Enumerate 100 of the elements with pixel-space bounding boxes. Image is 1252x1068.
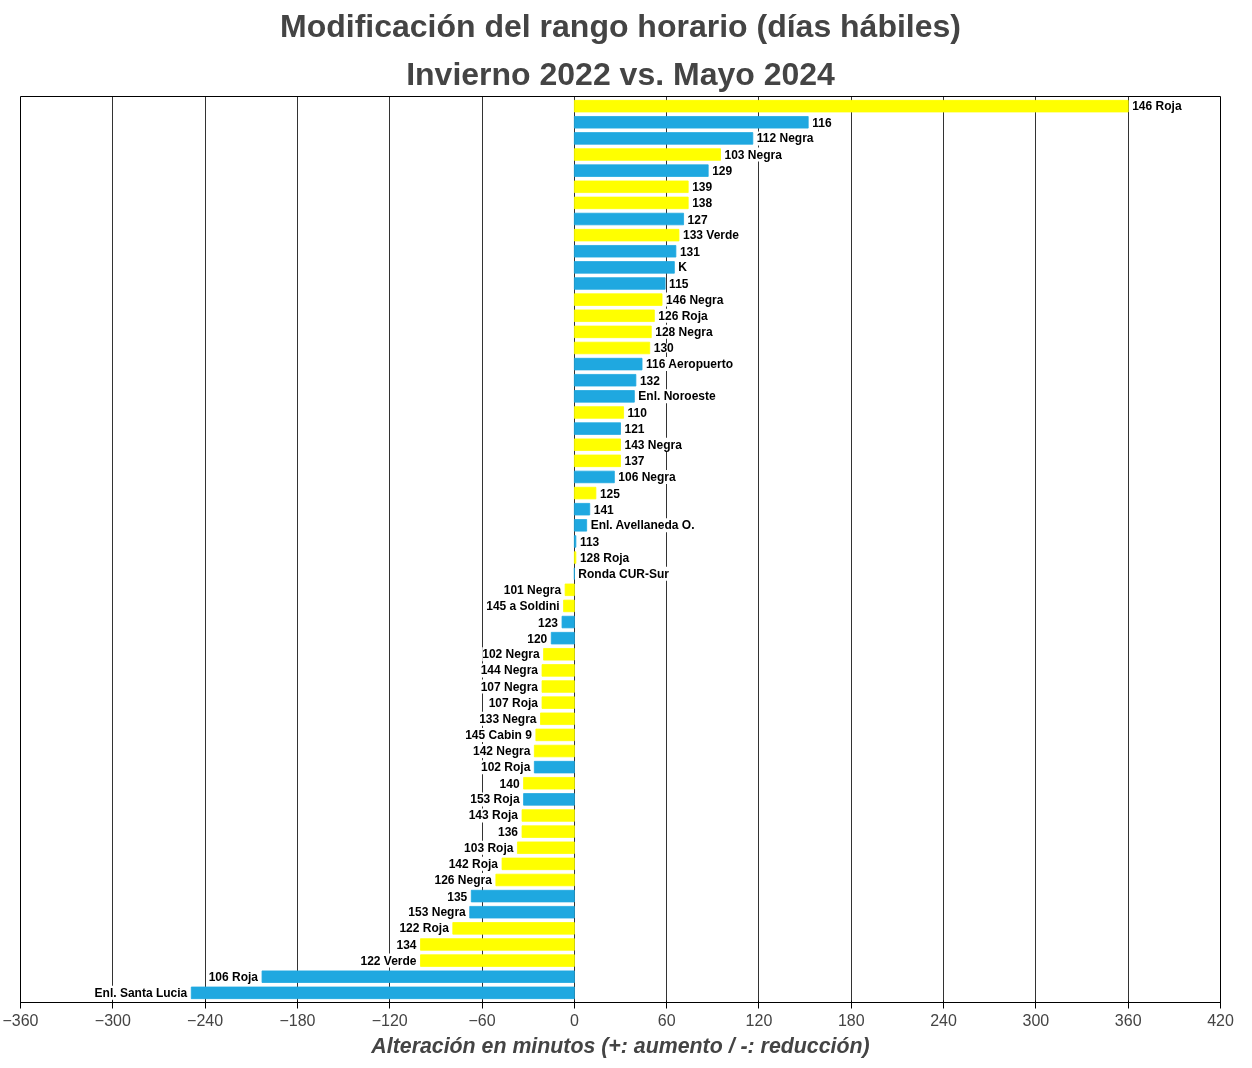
y-tick-label: 106 Negra xyxy=(618,469,677,484)
bar xyxy=(573,309,655,322)
bar xyxy=(540,712,575,725)
y-tick-label: 130 xyxy=(653,341,675,356)
bar xyxy=(495,873,575,887)
y-tick-label: 153 Negra xyxy=(408,905,467,920)
bar xyxy=(541,680,575,693)
y-tick-label: 128 Roja xyxy=(579,550,630,565)
bar xyxy=(261,970,575,983)
bar xyxy=(521,825,575,838)
x-tick-label: 420 xyxy=(1207,1011,1234,1029)
bar xyxy=(573,164,709,177)
y-tick-label: 133 Verde xyxy=(682,228,740,243)
y-tick-label: 116 Aeropuerto xyxy=(646,357,733,372)
bar xyxy=(541,664,575,677)
y-tick-label: 139 xyxy=(692,180,713,195)
y-tick-label: 123 xyxy=(538,615,559,630)
bar xyxy=(521,809,575,822)
x-tick-label: −300 xyxy=(94,1011,131,1029)
y-tick-label: 110 xyxy=(627,405,648,420)
y-tick-label: 106 Roja xyxy=(208,969,259,984)
y-tick-label: 133 Negra xyxy=(479,711,537,726)
bar xyxy=(573,502,591,516)
bar xyxy=(543,648,575,661)
y-tick-label: 132 xyxy=(639,373,661,388)
y-tick-label: 128 Negra xyxy=(655,324,713,339)
y-tick-label: 143 Negra xyxy=(624,437,683,452)
y-tick-label: 144 Negra xyxy=(480,663,539,678)
y-tick-label: 146 Roja xyxy=(1132,99,1182,114)
bar xyxy=(533,744,575,758)
bar xyxy=(501,857,575,871)
bar xyxy=(533,760,575,774)
bar xyxy=(563,599,575,613)
bar xyxy=(523,777,575,790)
y-tick-label: 134 xyxy=(396,937,417,952)
bar xyxy=(517,841,575,854)
x-tick-label: 120 xyxy=(745,1011,773,1029)
y-tick-label: 141 xyxy=(593,502,615,517)
y-tick-label: 102 Negra xyxy=(482,647,540,662)
y-tick-label: 107 Negra xyxy=(480,679,539,694)
y-tick-label: 107 Roja xyxy=(488,695,539,710)
bar xyxy=(573,325,652,339)
x-tick-label: −360 xyxy=(2,1011,39,1029)
y-tick-label: 103 Negra xyxy=(724,147,783,162)
y-tick-label: 142 Negra xyxy=(472,744,531,759)
bar xyxy=(550,631,575,645)
y-tick-label: 125 xyxy=(599,486,621,501)
x-tick-label: 60 xyxy=(657,1011,676,1029)
y-tick-label: 145 a Soldini xyxy=(486,598,560,613)
bar xyxy=(573,180,689,193)
bar xyxy=(452,922,575,935)
y-tick-label: 112 Negra xyxy=(756,131,814,146)
chart-subtitle: Invierno 2022 vs. Mayo 2024 xyxy=(406,55,836,92)
bar xyxy=(420,938,575,951)
y-tick-label: 121 xyxy=(624,422,645,437)
x-tick-label: −120 xyxy=(371,1011,408,1029)
y-tick-label: 127 xyxy=(687,212,708,227)
y-tick-label: 120 xyxy=(527,631,548,646)
bar xyxy=(190,986,575,1000)
bar xyxy=(573,374,637,387)
bar xyxy=(573,116,809,129)
bar xyxy=(469,906,575,919)
y-tick-label: 131 xyxy=(679,244,701,259)
bar xyxy=(573,357,643,371)
bar xyxy=(573,438,621,451)
x-axis-title: Alteración en minutos (+: aumento / -: reducción) xyxy=(370,1033,870,1058)
x-tick-label: 0 xyxy=(569,1011,579,1029)
y-tick-label: 140 xyxy=(499,776,520,791)
bar xyxy=(573,212,684,226)
bar xyxy=(573,277,666,290)
y-tick-label: 142 Roja xyxy=(448,856,499,871)
bar xyxy=(564,583,575,597)
bar xyxy=(573,390,635,403)
y-tick-label: 145 Cabin 9 xyxy=(465,727,533,742)
bar xyxy=(470,889,575,903)
chart-title: Modificación del rango horario (días hábiles) xyxy=(280,7,961,44)
bar xyxy=(573,99,1129,113)
bar xyxy=(573,228,680,242)
bar xyxy=(573,148,721,161)
y-tick-label: 113 xyxy=(579,534,600,549)
y-tick-label: 138 xyxy=(692,196,713,211)
x-tick-label: 180 xyxy=(837,1011,865,1029)
x-tick-label: −180 xyxy=(279,1011,316,1029)
y-tick-label: 153 Roja xyxy=(470,792,520,807)
x-tick-label: −60 xyxy=(468,1011,496,1029)
bar xyxy=(541,696,575,709)
y-tick-label: 103 Roja xyxy=(464,840,514,855)
bar xyxy=(573,341,651,355)
bar xyxy=(573,245,677,258)
x-tick-label: 360 xyxy=(1114,1011,1142,1029)
bar xyxy=(523,793,575,806)
bar xyxy=(573,293,663,306)
bar xyxy=(573,519,588,532)
y-tick-label: K xyxy=(678,260,688,275)
y-tick-label: 146 Negra xyxy=(666,292,724,307)
bar xyxy=(561,615,575,629)
y-tick-label: Enl. Avellaneda O. xyxy=(590,518,695,533)
y-tick-label: 137 xyxy=(624,454,645,469)
y-tick-label: Ronda CUR-Sur xyxy=(578,566,670,581)
y-tick-label: Enl. Santa Lucia xyxy=(94,985,188,1000)
